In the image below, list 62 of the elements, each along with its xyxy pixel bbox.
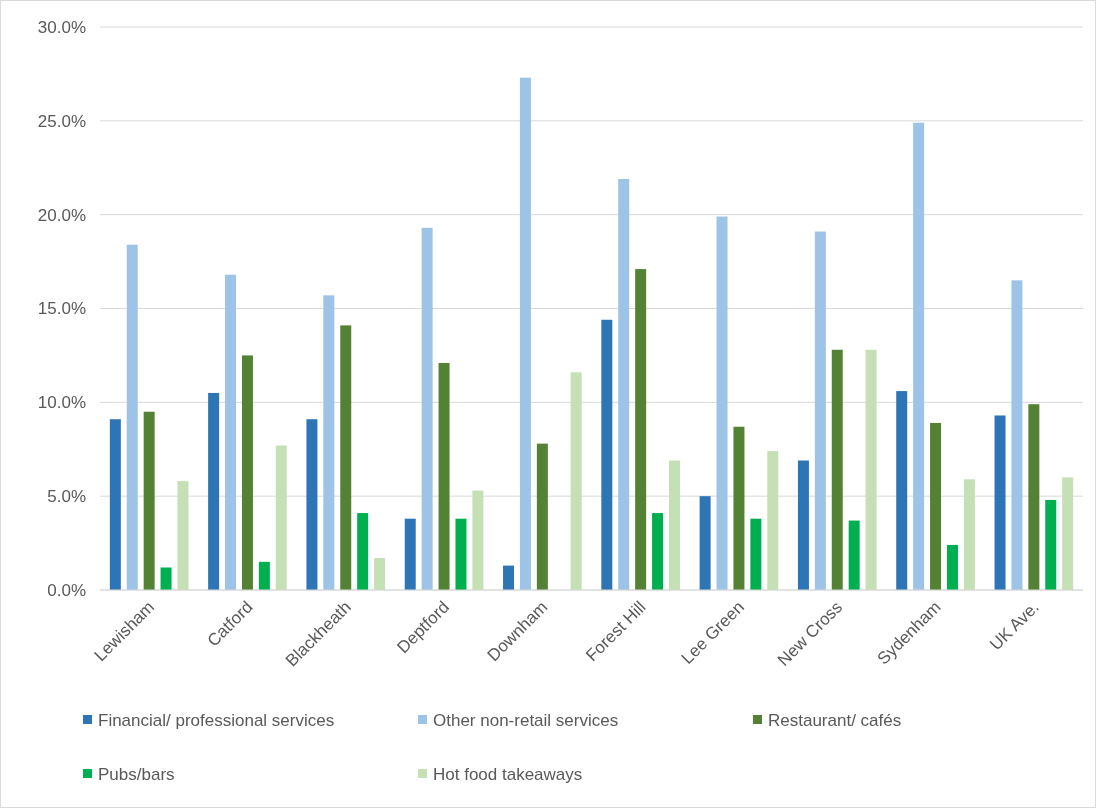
bar: [225, 274, 237, 590]
bar: [865, 349, 877, 590]
bar: [946, 544, 958, 590]
legend-label: Financial/ professional services: [98, 710, 335, 730]
x-tick-label: UK Ave.: [986, 597, 1043, 655]
bar: [323, 295, 335, 590]
bar: [652, 513, 664, 590]
bar: [618, 179, 630, 590]
bar: [455, 518, 467, 590]
bar: [143, 411, 155, 590]
bar: [126, 244, 138, 590]
y-tick-label: 0.0%: [47, 580, 86, 600]
legend-label: Other non-retail services: [433, 710, 619, 730]
bar: [1062, 477, 1074, 590]
bar: [601, 319, 613, 590]
bar: [1045, 499, 1057, 590]
bar: [208, 392, 220, 590]
bar: [109, 419, 121, 590]
bar: [831, 349, 843, 590]
y-tick-label: 5.0%: [47, 487, 86, 507]
bar: [930, 422, 942, 590]
bar: [536, 443, 548, 590]
bar: [570, 372, 582, 590]
bar: [421, 227, 433, 590]
bar: [519, 77, 531, 590]
bar: [963, 479, 975, 590]
y-tick-label: 10.0%: [37, 393, 86, 413]
bar: [404, 518, 416, 590]
legend-label: Hot food takeaways: [433, 764, 583, 784]
bar: [750, 518, 762, 590]
bar: [357, 513, 369, 590]
bar: [275, 445, 287, 590]
bar: [177, 481, 189, 590]
bar: [472, 490, 484, 590]
bar: [438, 362, 450, 590]
bar: [733, 426, 745, 590]
y-tick-label: 15.0%: [37, 299, 86, 319]
legend-label: Restaurant/ cafés: [768, 710, 902, 730]
y-tick-label: 30.0%: [37, 17, 86, 37]
bar: [1028, 404, 1040, 590]
bar: [503, 565, 515, 590]
y-tick-label: 20.0%: [37, 205, 86, 225]
legend-label: Pubs/bars: [98, 764, 175, 784]
bar: [635, 269, 647, 590]
bar: [1011, 280, 1023, 590]
bar: [258, 561, 270, 590]
bar: [896, 391, 908, 590]
bar: [913, 122, 925, 590]
bar: [814, 231, 826, 590]
bar: [374, 558, 386, 590]
bar: [767, 451, 779, 590]
bar: [306, 419, 318, 590]
bar: [241, 355, 253, 590]
bar: [699, 496, 711, 590]
bar: [848, 520, 860, 590]
bar: [716, 216, 728, 590]
bar: [797, 460, 809, 590]
bar: [994, 415, 1006, 590]
bar: [340, 325, 352, 590]
bar: [668, 460, 680, 590]
y-tick-label: 25.0%: [37, 111, 86, 131]
bar: [160, 567, 172, 590]
